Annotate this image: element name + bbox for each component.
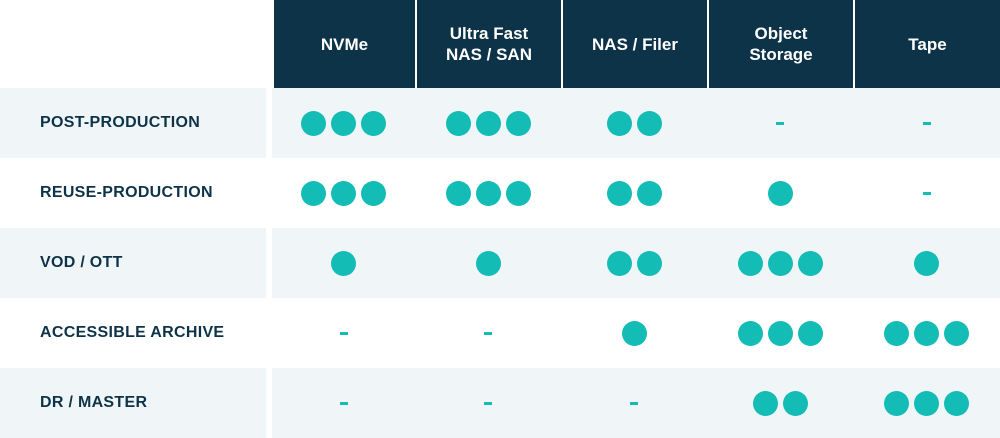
rating-dot-icon: [636, 180, 662, 206]
rating-dot-icon: [782, 390, 808, 416]
rating-dot-icon: [331, 180, 356, 206]
rating-dot-icon: [914, 390, 939, 416]
rating-dot-icon: [606, 110, 632, 136]
column-header-tape: Tape: [853, 0, 1000, 88]
dash-icon: [922, 191, 931, 195]
rating-dot-icon: [797, 250, 823, 276]
rating-cell: [707, 228, 853, 298]
dash-icon: [339, 401, 348, 405]
row-label-dr-master: DR / MASTER: [0, 368, 266, 438]
rating-dot-icon: [914, 250, 939, 276]
rating-cell: [415, 88, 561, 158]
column-header-ultra-fast-nas-san: Ultra Fast NAS / SAN: [415, 0, 561, 88]
column-header-nvme: NVMe: [272, 0, 415, 88]
row-label-post-production: POST-PRODUCTION: [0, 88, 266, 158]
rating-cell: [415, 228, 561, 298]
rating-cell: [415, 368, 561, 438]
rating-dot-icon: [884, 390, 909, 416]
rating-cell: [853, 228, 1000, 298]
rating-cell: [561, 88, 707, 158]
dash-icon: [339, 331, 348, 335]
dash-icon: [922, 121, 931, 125]
row-label-vod-ott: VOD / OTT: [0, 228, 266, 298]
rating-dot-icon: [884, 320, 909, 346]
rating-cell: [272, 158, 415, 228]
rating-cell: [561, 298, 707, 368]
rating-cell: [561, 228, 707, 298]
dash-icon: [484, 401, 492, 405]
rating-cell: [272, 298, 415, 368]
dash-icon: [484, 331, 492, 335]
rating-dot-icon: [445, 180, 471, 206]
rating-cell: [707, 298, 853, 368]
rating-cell: [415, 298, 561, 368]
rating-dot-icon: [505, 180, 531, 206]
rating-cell: [707, 88, 853, 158]
rating-dot-icon: [944, 390, 969, 416]
table-corner: [0, 0, 272, 88]
rating-dot-icon: [797, 320, 823, 346]
rating-dot-icon: [606, 180, 632, 206]
rating-cell: [853, 88, 1000, 158]
rating-dot-icon: [636, 250, 662, 276]
column-header-nas-filer: NAS / Filer: [561, 0, 707, 88]
rating-dot-icon: [505, 110, 531, 136]
rating-cell: [272, 88, 415, 158]
rating-dot-icon: [914, 320, 939, 346]
rating-dot-icon: [767, 180, 793, 206]
row-label-reuse-production: REUSE-PRODUCTION: [0, 158, 266, 228]
dash-icon: [630, 401, 638, 405]
rating-cell: [561, 158, 707, 228]
rating-dot-icon: [301, 180, 326, 206]
rating-cell: [272, 368, 415, 438]
rating-dot-icon: [752, 390, 778, 416]
rating-cell: [561, 368, 707, 438]
rating-dot-icon: [475, 250, 501, 276]
rating-dot-icon: [621, 320, 647, 346]
rating-dot-icon: [944, 320, 969, 346]
rating-dot-icon: [361, 110, 386, 136]
rating-dot-icon: [475, 110, 501, 136]
rating-dot-icon: [636, 110, 662, 136]
rating-cell: [853, 368, 1000, 438]
rating-dot-icon: [361, 180, 386, 206]
rating-dot-icon: [767, 250, 793, 276]
rating-dot-icon: [606, 250, 632, 276]
rating-cell: [707, 368, 853, 438]
rating-dot-icon: [737, 250, 763, 276]
dash-icon: [776, 121, 784, 125]
rating-dot-icon: [737, 320, 763, 346]
rating-cell: [853, 158, 1000, 228]
rating-cell: [272, 228, 415, 298]
rating-dot-icon: [331, 250, 356, 276]
rating-cell: [853, 298, 1000, 368]
rating-dot-icon: [331, 110, 356, 136]
rating-cell: [415, 158, 561, 228]
rating-dot-icon: [445, 110, 471, 136]
rating-dot-icon: [767, 320, 793, 346]
row-label-accessible-archive: ACCESSIBLE ARCHIVE: [0, 298, 266, 368]
rating-dot-icon: [301, 110, 326, 136]
rating-cell: [707, 158, 853, 228]
column-header-object-storage: Object Storage: [707, 0, 853, 88]
rating-dot-icon: [475, 180, 501, 206]
